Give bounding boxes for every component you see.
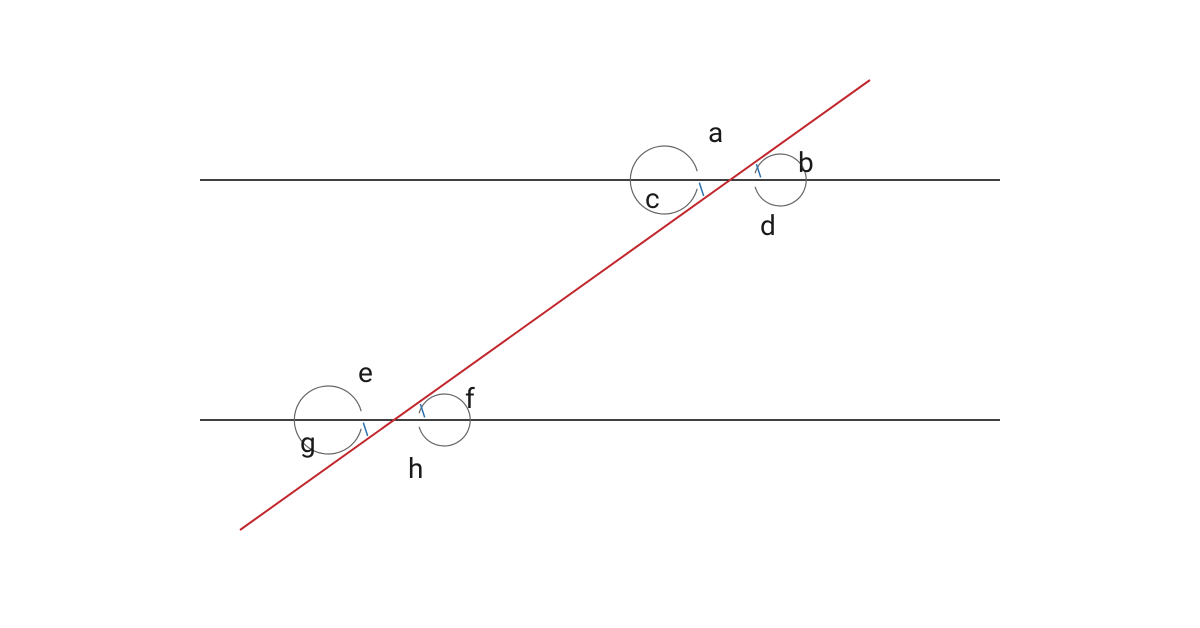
tick-p2-g [363,423,367,436]
angle-label-b: b [798,146,814,179]
angle-label-e: e [358,356,373,389]
transversal-line [240,80,870,530]
tick-p1-c [699,183,703,196]
angle-label-h: h [408,452,423,485]
angle-label-c: c [645,182,660,215]
angle-label-a: a [708,116,723,149]
angle-label-f: f [465,382,475,415]
angle-label-g: g [300,426,316,459]
transversal-diagram: a b c d e f g h [0,0,1200,628]
angle-label-d: d [760,209,776,242]
